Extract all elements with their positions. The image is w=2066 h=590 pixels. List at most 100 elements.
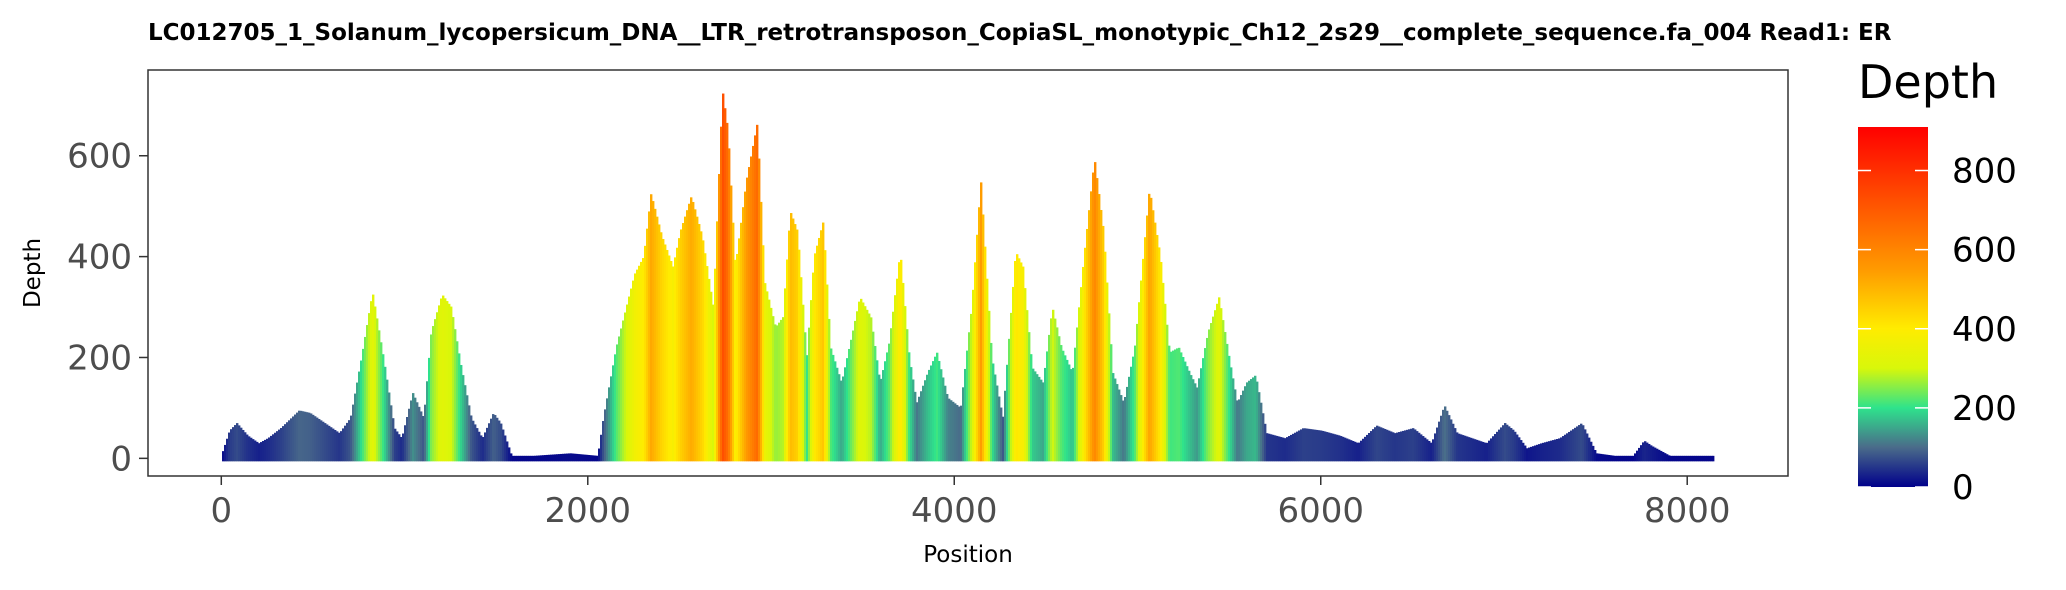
depth-bar xyxy=(872,331,875,462)
depth-bar xyxy=(272,434,275,462)
depth-bar xyxy=(1022,266,1025,462)
depth-bar xyxy=(1618,455,1621,462)
depth-bar xyxy=(662,238,665,462)
depth-bar xyxy=(560,453,563,462)
depth-bar xyxy=(238,425,241,462)
depth-bar xyxy=(744,191,747,462)
depth-bar xyxy=(1340,436,1343,462)
depth-bar xyxy=(1146,215,1149,462)
depth-bar xyxy=(706,266,709,462)
depth-bar xyxy=(584,454,587,462)
depth-bar xyxy=(1548,441,1551,462)
x-tick-label: 6000 xyxy=(1277,491,1364,531)
depth-bar xyxy=(292,416,295,462)
depth-bar xyxy=(1524,445,1527,462)
depth-bar xyxy=(880,378,883,462)
depth-bar xyxy=(336,431,339,462)
depth-bar xyxy=(1074,347,1077,462)
depth-bar xyxy=(1484,442,1487,462)
depth-bar xyxy=(964,368,967,462)
depth-bar xyxy=(1358,442,1361,462)
depth-bar xyxy=(608,387,611,462)
depth-bar xyxy=(1566,433,1569,462)
depth-bar xyxy=(924,380,927,462)
depth-bar xyxy=(762,245,765,462)
depth-bar xyxy=(868,313,871,462)
depth-bar xyxy=(310,413,313,462)
depth-bar xyxy=(866,309,869,462)
depth-bar xyxy=(922,385,925,462)
depth-bar xyxy=(864,306,867,462)
depth-bar xyxy=(1596,453,1599,462)
depth-bar xyxy=(1078,307,1081,462)
depth-bar xyxy=(1048,334,1051,462)
depth-bar xyxy=(1424,437,1427,462)
x-axis: 0 2000 4000 6000 8000 xyxy=(210,476,1730,531)
depth-bar xyxy=(230,429,233,462)
depth-bar xyxy=(1054,318,1057,462)
depth-bar xyxy=(502,429,505,462)
depth-bar xyxy=(1674,455,1677,462)
depth-bar xyxy=(1426,439,1429,462)
depth-bar xyxy=(1070,369,1073,462)
depth-bar xyxy=(1138,302,1141,462)
depth-bar xyxy=(300,410,303,462)
depth-bar xyxy=(1332,433,1335,462)
depth-bar xyxy=(1496,431,1499,462)
depth-bar xyxy=(1080,287,1083,462)
depth-bar xyxy=(956,404,959,462)
depth-bar xyxy=(1140,280,1143,462)
depth-bar xyxy=(812,272,815,462)
depth-bar xyxy=(962,387,965,462)
depth-bar xyxy=(878,374,881,462)
depth-bar xyxy=(714,268,717,462)
depth-bar xyxy=(1260,402,1263,462)
depth-bar xyxy=(1352,440,1355,462)
depth-bar xyxy=(322,421,325,462)
y-axis: 0 200 400 600 xyxy=(67,137,148,479)
depth-bar xyxy=(732,222,735,462)
depth-bar xyxy=(1310,429,1313,462)
depth-bar xyxy=(1570,430,1573,462)
depth-bar xyxy=(1582,425,1585,462)
depth-bar xyxy=(274,432,277,462)
depth-bar xyxy=(262,440,265,462)
depth-bar xyxy=(1328,432,1331,462)
depth-bar xyxy=(652,201,655,462)
depth-bar xyxy=(908,352,911,462)
depth-bar xyxy=(1706,455,1709,462)
depth-bar xyxy=(398,434,401,462)
depth-bar xyxy=(1058,336,1061,462)
depth-bar xyxy=(1644,441,1647,462)
depth-bar xyxy=(1318,430,1321,462)
depth-bar xyxy=(304,411,307,462)
x-axis-title: Position xyxy=(923,542,1013,568)
depth-bar xyxy=(650,194,653,462)
depth-bar xyxy=(772,316,775,462)
depth-bar xyxy=(1004,390,1007,462)
depth-bar xyxy=(586,454,589,462)
depth-bar xyxy=(1354,441,1357,462)
depth-bar xyxy=(1520,440,1523,462)
depth-bar xyxy=(548,454,551,462)
depth-bar xyxy=(734,259,737,462)
depth-bar xyxy=(1588,437,1591,462)
depth-bar xyxy=(918,396,921,462)
depth-bar xyxy=(796,229,799,462)
depth-bar xyxy=(686,210,689,462)
depth-bar xyxy=(1218,297,1221,462)
depth-bar xyxy=(514,455,517,462)
depth-bar xyxy=(1382,428,1385,462)
depth-bar xyxy=(1120,395,1123,462)
depth-bar xyxy=(1244,386,1247,462)
depth-bar xyxy=(1418,432,1421,462)
depth-bar xyxy=(1456,432,1459,462)
depth-bar xyxy=(1312,429,1315,462)
depth-bar xyxy=(842,376,845,462)
depth-bar xyxy=(904,306,907,462)
depth-bar xyxy=(532,455,535,462)
depth-bar xyxy=(370,301,373,462)
depth-bar xyxy=(1610,455,1613,462)
depth-bar xyxy=(764,283,767,462)
depth-bar xyxy=(402,433,405,462)
